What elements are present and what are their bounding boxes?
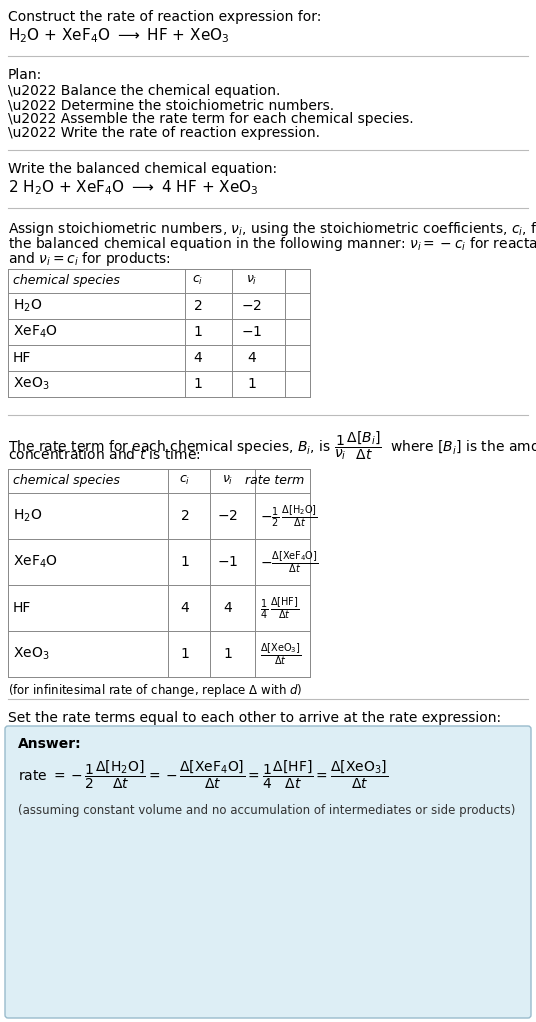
Text: and $\nu_i = c_i$ for products:: and $\nu_i = c_i$ for products: [8,250,171,268]
Text: $-2$: $-2$ [242,299,263,313]
Text: Answer:: Answer: [18,737,81,751]
Text: 2: 2 [193,299,203,313]
Text: H$_2$O + XeF$_4$O $\longrightarrow$ HF + XeO$_3$: H$_2$O + XeF$_4$O $\longrightarrow$ HF +… [8,26,229,45]
Text: 1: 1 [181,555,189,569]
Text: H$_2$O: H$_2$O [13,508,42,524]
Text: $-1$: $-1$ [241,325,263,339]
Text: 2: 2 [181,509,189,523]
Text: 1: 1 [193,325,203,339]
Text: 1: 1 [193,377,203,391]
Text: Set the rate terms equal to each other to arrive at the rate expression:: Set the rate terms equal to each other t… [8,711,501,725]
Text: XeO$_3$: XeO$_3$ [13,646,49,662]
Text: XeF$_4$O: XeF$_4$O [13,554,58,570]
FancyBboxPatch shape [5,726,531,1018]
Text: $-1$: $-1$ [218,555,239,569]
Text: 4: 4 [248,351,256,365]
Text: rate term: rate term [245,474,304,487]
Text: 1: 1 [224,647,233,661]
Text: 1: 1 [181,647,189,661]
Text: $-\frac{1}{2}\,\frac{\Delta[\mathrm{H_2O}]}{\Delta t}$: $-\frac{1}{2}\,\frac{\Delta[\mathrm{H_2O… [260,503,318,528]
Text: $c_i$: $c_i$ [180,474,191,487]
Text: HF: HF [13,351,32,365]
Text: 4: 4 [224,601,233,615]
Text: 4: 4 [181,601,189,615]
Text: (assuming constant volume and no accumulation of intermediates or side products): (assuming constant volume and no accumul… [18,804,516,817]
Text: $\nu_i$: $\nu_i$ [222,474,234,487]
Text: $c_i$: $c_i$ [192,274,204,287]
Text: Construct the rate of reaction expression for:: Construct the rate of reaction expressio… [8,10,322,24]
Text: H$_2$O: H$_2$O [13,297,42,314]
Text: $\frac{1}{4}\,\frac{\Delta[\mathrm{HF}]}{\Delta t}$: $\frac{1}{4}\,\frac{\Delta[\mathrm{HF}]}… [260,595,299,621]
Text: $\frac{\Delta[\mathrm{XeO_3}]}{\Delta t}$: $\frac{\Delta[\mathrm{XeO_3}]}{\Delta t}… [260,641,301,667]
Text: HF: HF [13,601,32,615]
Text: $-\frac{\Delta[\mathrm{XeF_4O}]}{\Delta t}$: $-\frac{\Delta[\mathrm{XeF_4O}]}{\Delta … [260,549,318,574]
Text: 2 H$_2$O + XeF$_4$O $\longrightarrow$ 4 HF + XeO$_3$: 2 H$_2$O + XeF$_4$O $\longrightarrow$ 4 … [8,178,258,196]
Text: \u2022 Assemble the rate term for each chemical species.: \u2022 Assemble the rate term for each c… [8,112,414,126]
Text: $-2$: $-2$ [218,509,239,523]
Text: rate $= -\dfrac{1}{2}\dfrac{\Delta[\mathrm{H_2O}]}{\Delta t} = -\dfrac{\Delta[\m: rate $= -\dfrac{1}{2}\dfrac{\Delta[\math… [18,759,388,791]
Text: \u2022 Balance the chemical equation.: \u2022 Balance the chemical equation. [8,84,280,98]
Text: 4: 4 [193,351,203,365]
Text: the balanced chemical equation in the following manner: $\nu_i = -c_i$ for react: the balanced chemical equation in the fo… [8,235,536,253]
Text: Assign stoichiometric numbers, $\nu_i$, using the stoichiometric coefficients, $: Assign stoichiometric numbers, $\nu_i$, … [8,220,536,238]
Text: Plan:: Plan: [8,68,42,82]
Text: \u2022 Determine the stoichiometric numbers.: \u2022 Determine the stoichiometric numb… [8,98,334,112]
Text: $\nu_i$: $\nu_i$ [247,274,258,287]
Text: chemical species: chemical species [13,474,120,487]
Text: XeF$_4$O: XeF$_4$O [13,324,58,340]
Text: (for infinitesimal rate of change, replace $\Delta$ with $d$): (for infinitesimal rate of change, repla… [8,682,302,699]
Text: Write the balanced chemical equation:: Write the balanced chemical equation: [8,162,277,176]
Text: chemical species: chemical species [13,274,120,287]
Text: The rate term for each chemical species, $B_i$, is $\dfrac{1}{\nu_i}\dfrac{\Delt: The rate term for each chemical species,… [8,429,536,462]
Text: concentration and $t$ is time:: concentration and $t$ is time: [8,447,200,462]
Text: \u2022 Write the rate of reaction expression.: \u2022 Write the rate of reaction expres… [8,126,320,140]
Text: 1: 1 [248,377,256,391]
Text: XeO$_3$: XeO$_3$ [13,376,49,392]
